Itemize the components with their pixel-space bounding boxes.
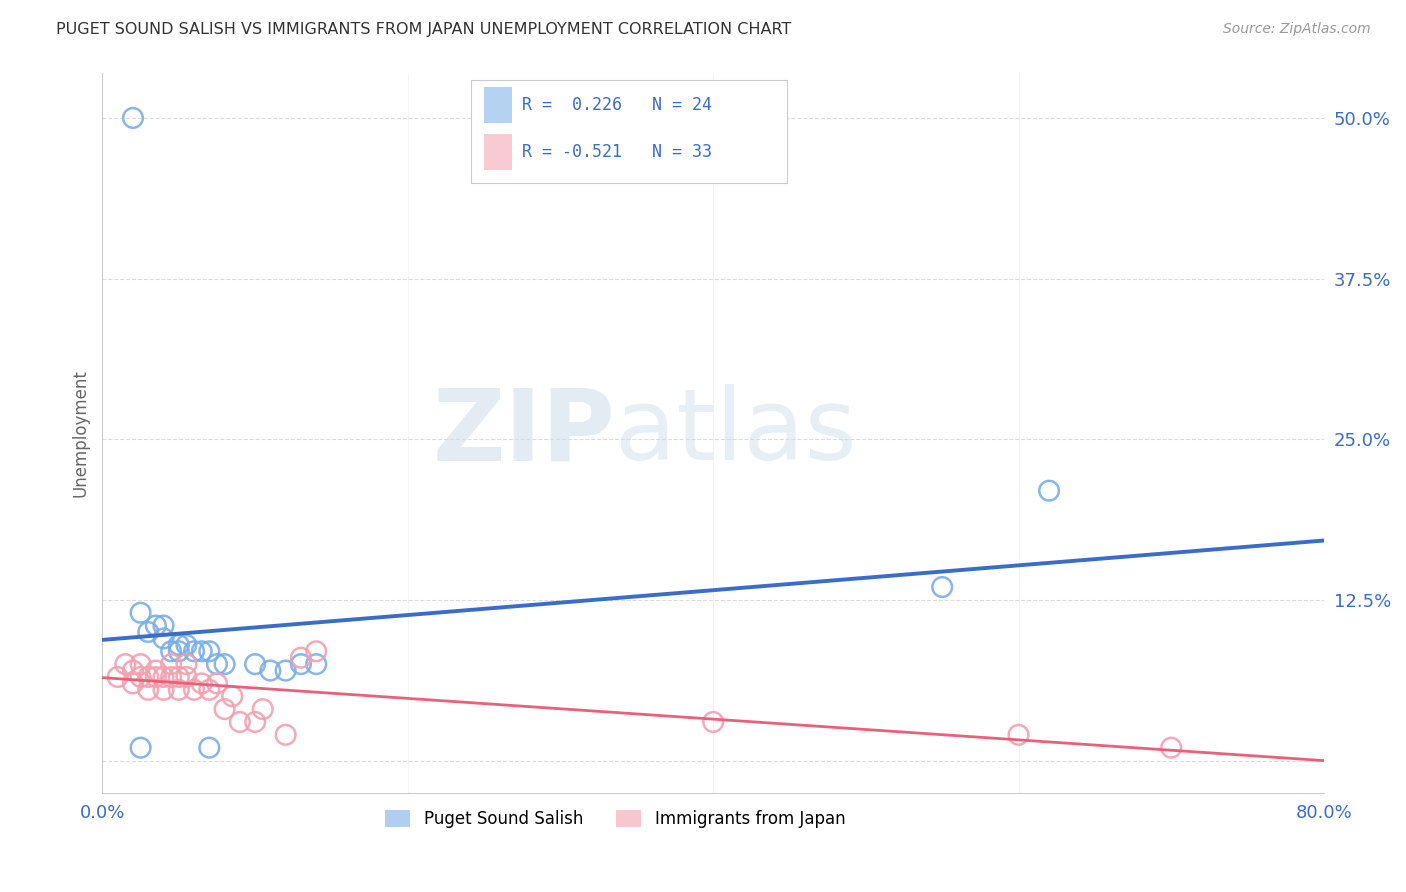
- Point: [183, 682, 205, 697]
- Point: [205, 676, 228, 690]
- Point: [145, 618, 167, 632]
- Point: [198, 644, 221, 658]
- Point: [167, 644, 190, 658]
- Point: [305, 644, 328, 658]
- Point: [136, 670, 159, 684]
- Point: [205, 657, 228, 672]
- Point: [198, 682, 221, 697]
- Point: [198, 740, 221, 755]
- Point: [190, 676, 212, 690]
- Point: [114, 657, 136, 672]
- FancyBboxPatch shape: [484, 134, 512, 169]
- Text: atlas: atlas: [616, 384, 858, 482]
- Point: [145, 670, 167, 684]
- Point: [122, 111, 145, 125]
- Point: [176, 670, 198, 684]
- Point: [160, 670, 183, 684]
- Point: [129, 657, 152, 672]
- Y-axis label: Unemployment: Unemployment: [72, 369, 89, 497]
- FancyBboxPatch shape: [484, 87, 512, 123]
- Point: [1007, 728, 1029, 742]
- Point: [129, 670, 152, 684]
- Point: [167, 670, 190, 684]
- Point: [122, 676, 145, 690]
- Point: [214, 702, 236, 716]
- Point: [252, 702, 274, 716]
- Point: [229, 714, 252, 729]
- Point: [702, 714, 724, 729]
- Point: [152, 682, 174, 697]
- Point: [122, 664, 145, 678]
- Point: [129, 606, 152, 620]
- Point: [129, 740, 152, 755]
- Point: [274, 664, 297, 678]
- Text: R = -0.521   N = 33: R = -0.521 N = 33: [522, 143, 711, 161]
- Point: [152, 670, 174, 684]
- Text: R =  0.226   N = 24: R = 0.226 N = 24: [522, 96, 711, 114]
- Point: [221, 690, 243, 704]
- Point: [152, 632, 174, 646]
- Point: [259, 664, 281, 678]
- Point: [145, 664, 167, 678]
- Text: PUGET SOUND SALISH VS IMMIGRANTS FROM JAPAN UNEMPLOYMENT CORRELATION CHART: PUGET SOUND SALISH VS IMMIGRANTS FROM JA…: [56, 22, 792, 37]
- Point: [176, 657, 198, 672]
- Point: [176, 638, 198, 652]
- Point: [136, 625, 159, 640]
- Point: [274, 728, 297, 742]
- Point: [107, 670, 129, 684]
- Point: [160, 657, 183, 672]
- Legend: Puget Sound Salish, Immigrants from Japan: Puget Sound Salish, Immigrants from Japa…: [378, 803, 852, 835]
- Point: [305, 657, 328, 672]
- Text: ZIP: ZIP: [433, 384, 616, 482]
- Point: [160, 644, 183, 658]
- Text: Source: ZipAtlas.com: Source: ZipAtlas.com: [1223, 22, 1371, 37]
- Point: [243, 657, 266, 672]
- Point: [243, 714, 266, 729]
- Point: [152, 618, 174, 632]
- Point: [167, 682, 190, 697]
- Point: [1160, 740, 1182, 755]
- Point: [214, 657, 236, 672]
- Point: [290, 650, 312, 665]
- Point: [190, 644, 212, 658]
- Point: [136, 682, 159, 697]
- Point: [931, 580, 953, 594]
- Point: [167, 638, 190, 652]
- Point: [183, 644, 205, 658]
- Point: [290, 657, 312, 672]
- Point: [1038, 483, 1060, 498]
